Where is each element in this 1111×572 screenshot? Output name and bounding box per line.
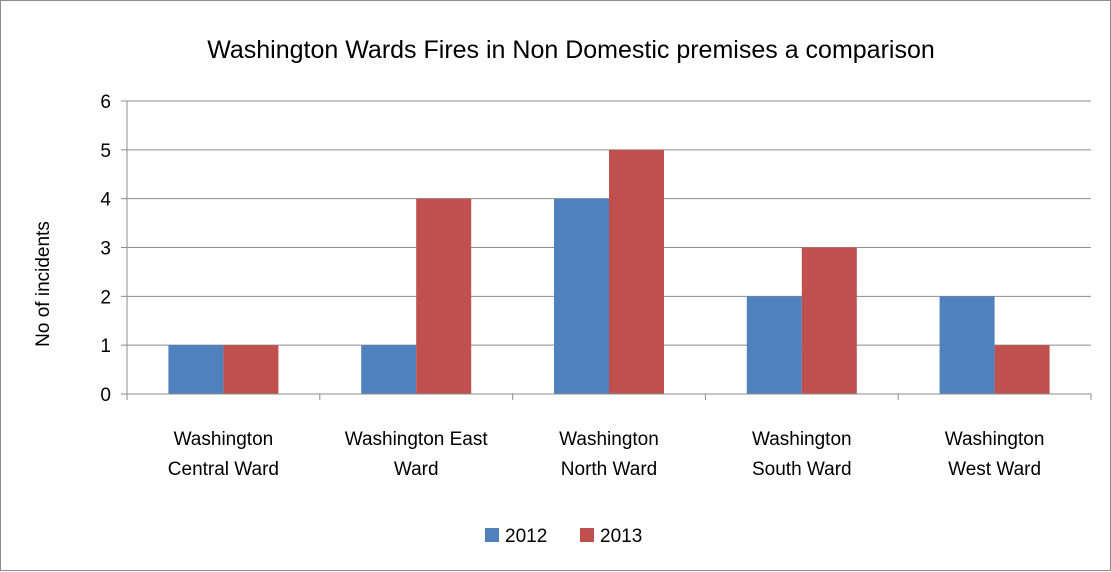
x-tick-label: West Ward — [948, 459, 1041, 480]
chart-title: Washington Wards Fires in Non Domestic p… — [207, 36, 935, 64]
x-tick-label: North Ward — [561, 459, 657, 480]
bar-2013 — [416, 198, 472, 394]
x-axis-labels: Washington Central Ward Washington East War… — [168, 429, 1045, 480]
y-tick-label: 1 — [100, 336, 111, 357]
legend-label-2013: 2013 — [600, 526, 642, 547]
bar-2012 — [361, 345, 417, 394]
bar-2012 — [939, 296, 995, 394]
x-tick-label: South Ward — [752, 459, 852, 480]
bar-2013 — [609, 149, 664, 394]
bar-2012 — [746, 296, 802, 394]
bars — [168, 149, 1050, 394]
legend-swatch-2012 — [485, 528, 499, 542]
y-tick-label: 6 — [100, 92, 111, 113]
x-tick-label: Washington — [752, 429, 852, 450]
y-axis-ticks: 0 1 2 3 4 5 6 — [100, 92, 111, 406]
y-tick-label: 5 — [100, 141, 111, 162]
bar-2012 — [554, 198, 609, 394]
x-tick-label: Washington — [174, 429, 274, 450]
legend: 2012 2013 — [485, 526, 642, 547]
x-tick-label: Washington — [559, 429, 659, 450]
bar-2013 — [223, 345, 279, 394]
y-axis-title: No of incidents — [33, 221, 54, 347]
y-tick-label: 0 — [100, 385, 111, 406]
y-tick-label: 2 — [100, 287, 111, 308]
legend-label-2012: 2012 — [505, 526, 547, 547]
x-tick-label: Washington — [945, 429, 1045, 450]
y-tick-label: 4 — [100, 190, 111, 211]
x-tick-label: Central Ward — [168, 459, 279, 480]
x-tick-label: Ward — [394, 459, 439, 480]
bar-2012 — [168, 345, 224, 394]
bar-2013 — [801, 247, 857, 394]
legend-swatch-2013 — [580, 528, 594, 542]
y-tick-label: 3 — [100, 239, 111, 260]
axes — [121, 100, 1092, 400]
bar-2013 — [994, 345, 1050, 394]
x-tick-label: Washington East — [345, 429, 489, 450]
